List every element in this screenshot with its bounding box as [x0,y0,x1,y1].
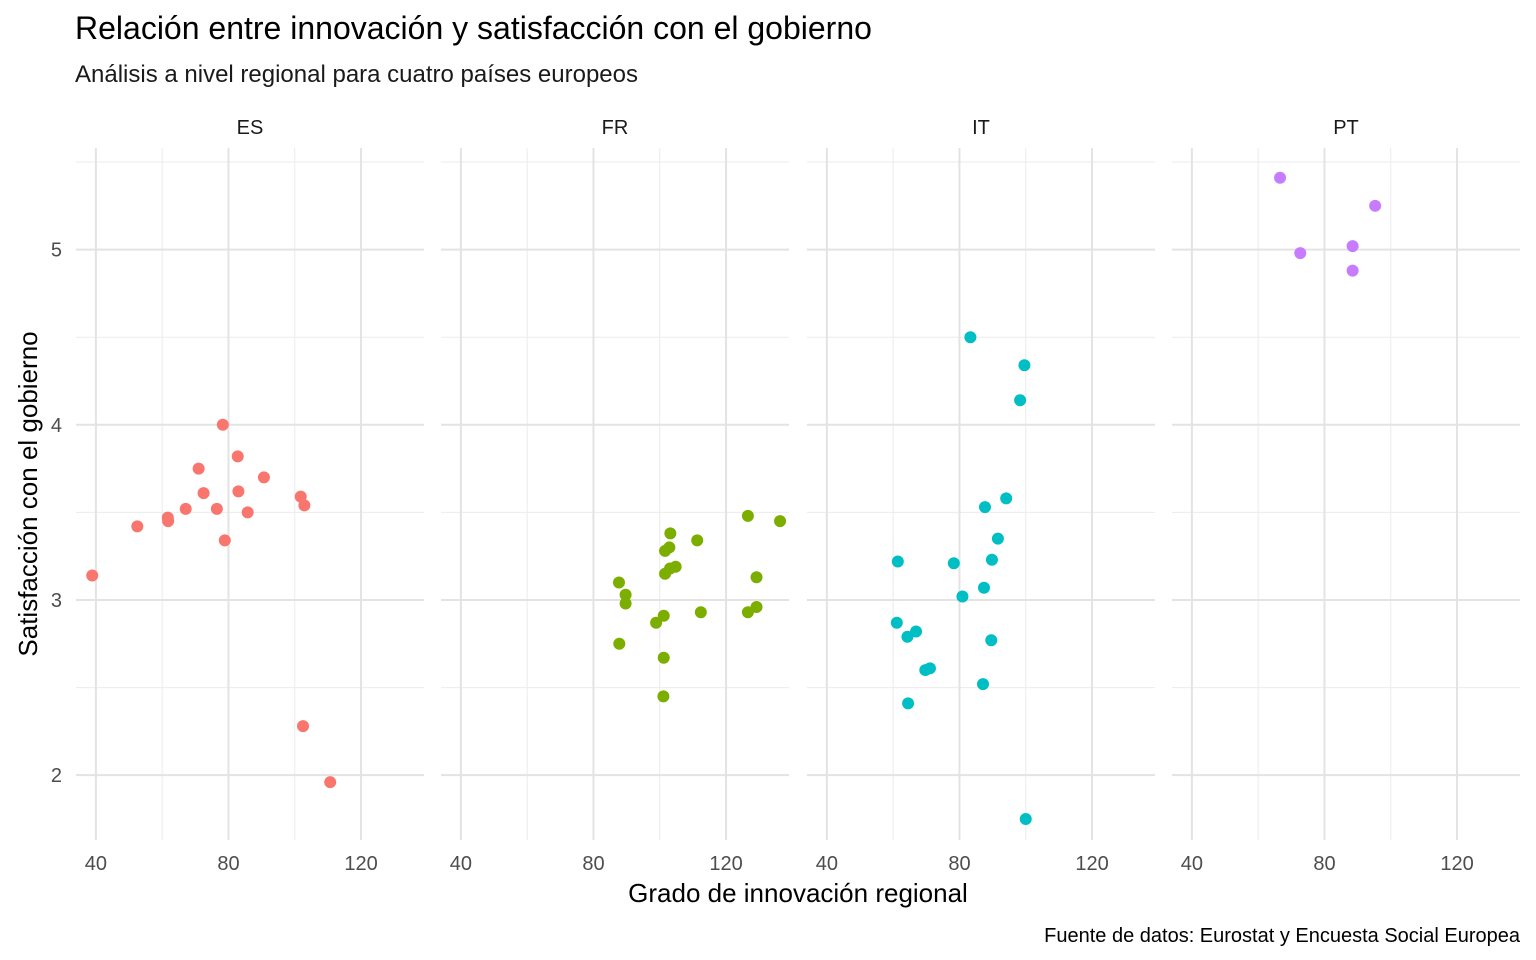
y-axis-ticks: 2 3 4 5 [51,240,62,788]
data-point-fr [619,597,632,610]
data-point-fr [650,616,663,629]
data-point-it [985,634,998,647]
data-point-it [891,555,904,568]
chart-title: Relación entre innovación y satisfacción… [75,10,872,46]
data-point-es [257,471,270,484]
x-tick-label: 80 [582,853,604,875]
data-point-fr [750,600,763,613]
data-point-it [1014,394,1027,407]
y-tick-label: 4 [51,415,62,437]
data-point-es [324,776,337,789]
data-point-es [210,502,223,515]
data-point-it [902,697,915,710]
x-tick-label: 120 [344,853,377,875]
x-tick-label: 80 [1313,853,1335,875]
data-point-it [947,557,960,570]
data-point-fr [694,606,707,619]
x-tick-label: 120 [709,853,742,875]
x-tick-label: 40 [450,853,472,875]
y-axis-title: Satisfacción con el gobierno [13,331,43,656]
data-point-it [890,616,903,629]
data-point-fr [664,527,677,540]
data-point-es [162,515,175,528]
data-point-it [985,553,998,566]
data-point-pt [1346,240,1359,253]
data-point-it [956,590,969,603]
data-point-es [231,450,244,463]
data-point-es [86,569,99,582]
data-point-es [216,418,229,431]
x-tick-label: 80 [948,853,970,875]
data-point-fr [657,609,670,622]
data-point-fr [657,690,670,703]
y-tick-label: 3 [51,590,62,612]
data-point-it [910,625,923,638]
data-point-es [232,485,245,498]
data-point-es [197,487,210,500]
data-point-pt [1274,171,1287,184]
data-point-fr [663,541,676,554]
data-point-fr [741,606,754,619]
data-point-fr [657,651,670,664]
data-point-it [964,331,977,344]
data-point-es [179,502,192,515]
data-point-fr [741,509,754,522]
x-tick-label: 40 [816,853,838,875]
facet-label-es: ES [237,117,264,139]
facet-panels: ES 40 80 120 FR 40 80 120 IT 40 80 120 PT 40 80 120 [76,117,1520,875]
data-point-it [1000,492,1013,505]
data-point-es [131,520,144,533]
data-point-fr [613,637,626,650]
data-point-it [991,532,1004,545]
data-point-fr [750,571,763,584]
data-point-fr [774,515,787,528]
data-point-it [976,678,989,691]
data-point-it [1018,359,1031,372]
data-point-it [978,501,991,514]
x-tick-label: 120 [1075,853,1108,875]
data-point-fr [612,576,625,589]
data-point-es [298,499,311,512]
data-point-pt [1346,264,1359,277]
facet-panel-fr: FR 40 80 120 [441,117,789,875]
x-tick-label: 120 [1440,853,1473,875]
data-point-es [192,462,205,475]
facet-panel-it: IT 40 80 120 [807,117,1155,875]
data-point-it [1019,812,1032,825]
data-point-es [297,720,310,733]
x-tick-label: 40 [1181,853,1203,875]
data-point-it [977,581,990,594]
data-point-es [241,506,254,519]
data-point-it [901,630,914,643]
x-tick-label: 80 [217,853,239,875]
data-point-it [923,662,936,675]
facet-label-pt: PT [1333,117,1359,139]
y-tick-label: 2 [51,765,62,787]
facet-label-fr: FR [602,117,629,139]
x-axis-title: Grado de innovación regional [628,878,968,908]
data-point-es [218,534,231,547]
data-point-fr [691,534,704,547]
y-tick-label: 5 [51,240,62,262]
x-tick-label: 40 [85,853,107,875]
facet-panel-pt: PT 40 80 120 [1172,117,1520,875]
data-point-pt [1369,199,1382,212]
data-point-fr [669,560,682,573]
data-point-pt [1294,247,1307,260]
chart-caption: Fuente de datos: Eurostat y Encuesta Soc… [1044,925,1521,947]
facet-label-it: IT [972,117,990,139]
data-point-fr [619,588,632,601]
facet-panel-es: ES 40 80 120 [76,117,424,875]
chart-subtitle: Análisis a nivel regional para cuatro pa… [75,61,638,88]
